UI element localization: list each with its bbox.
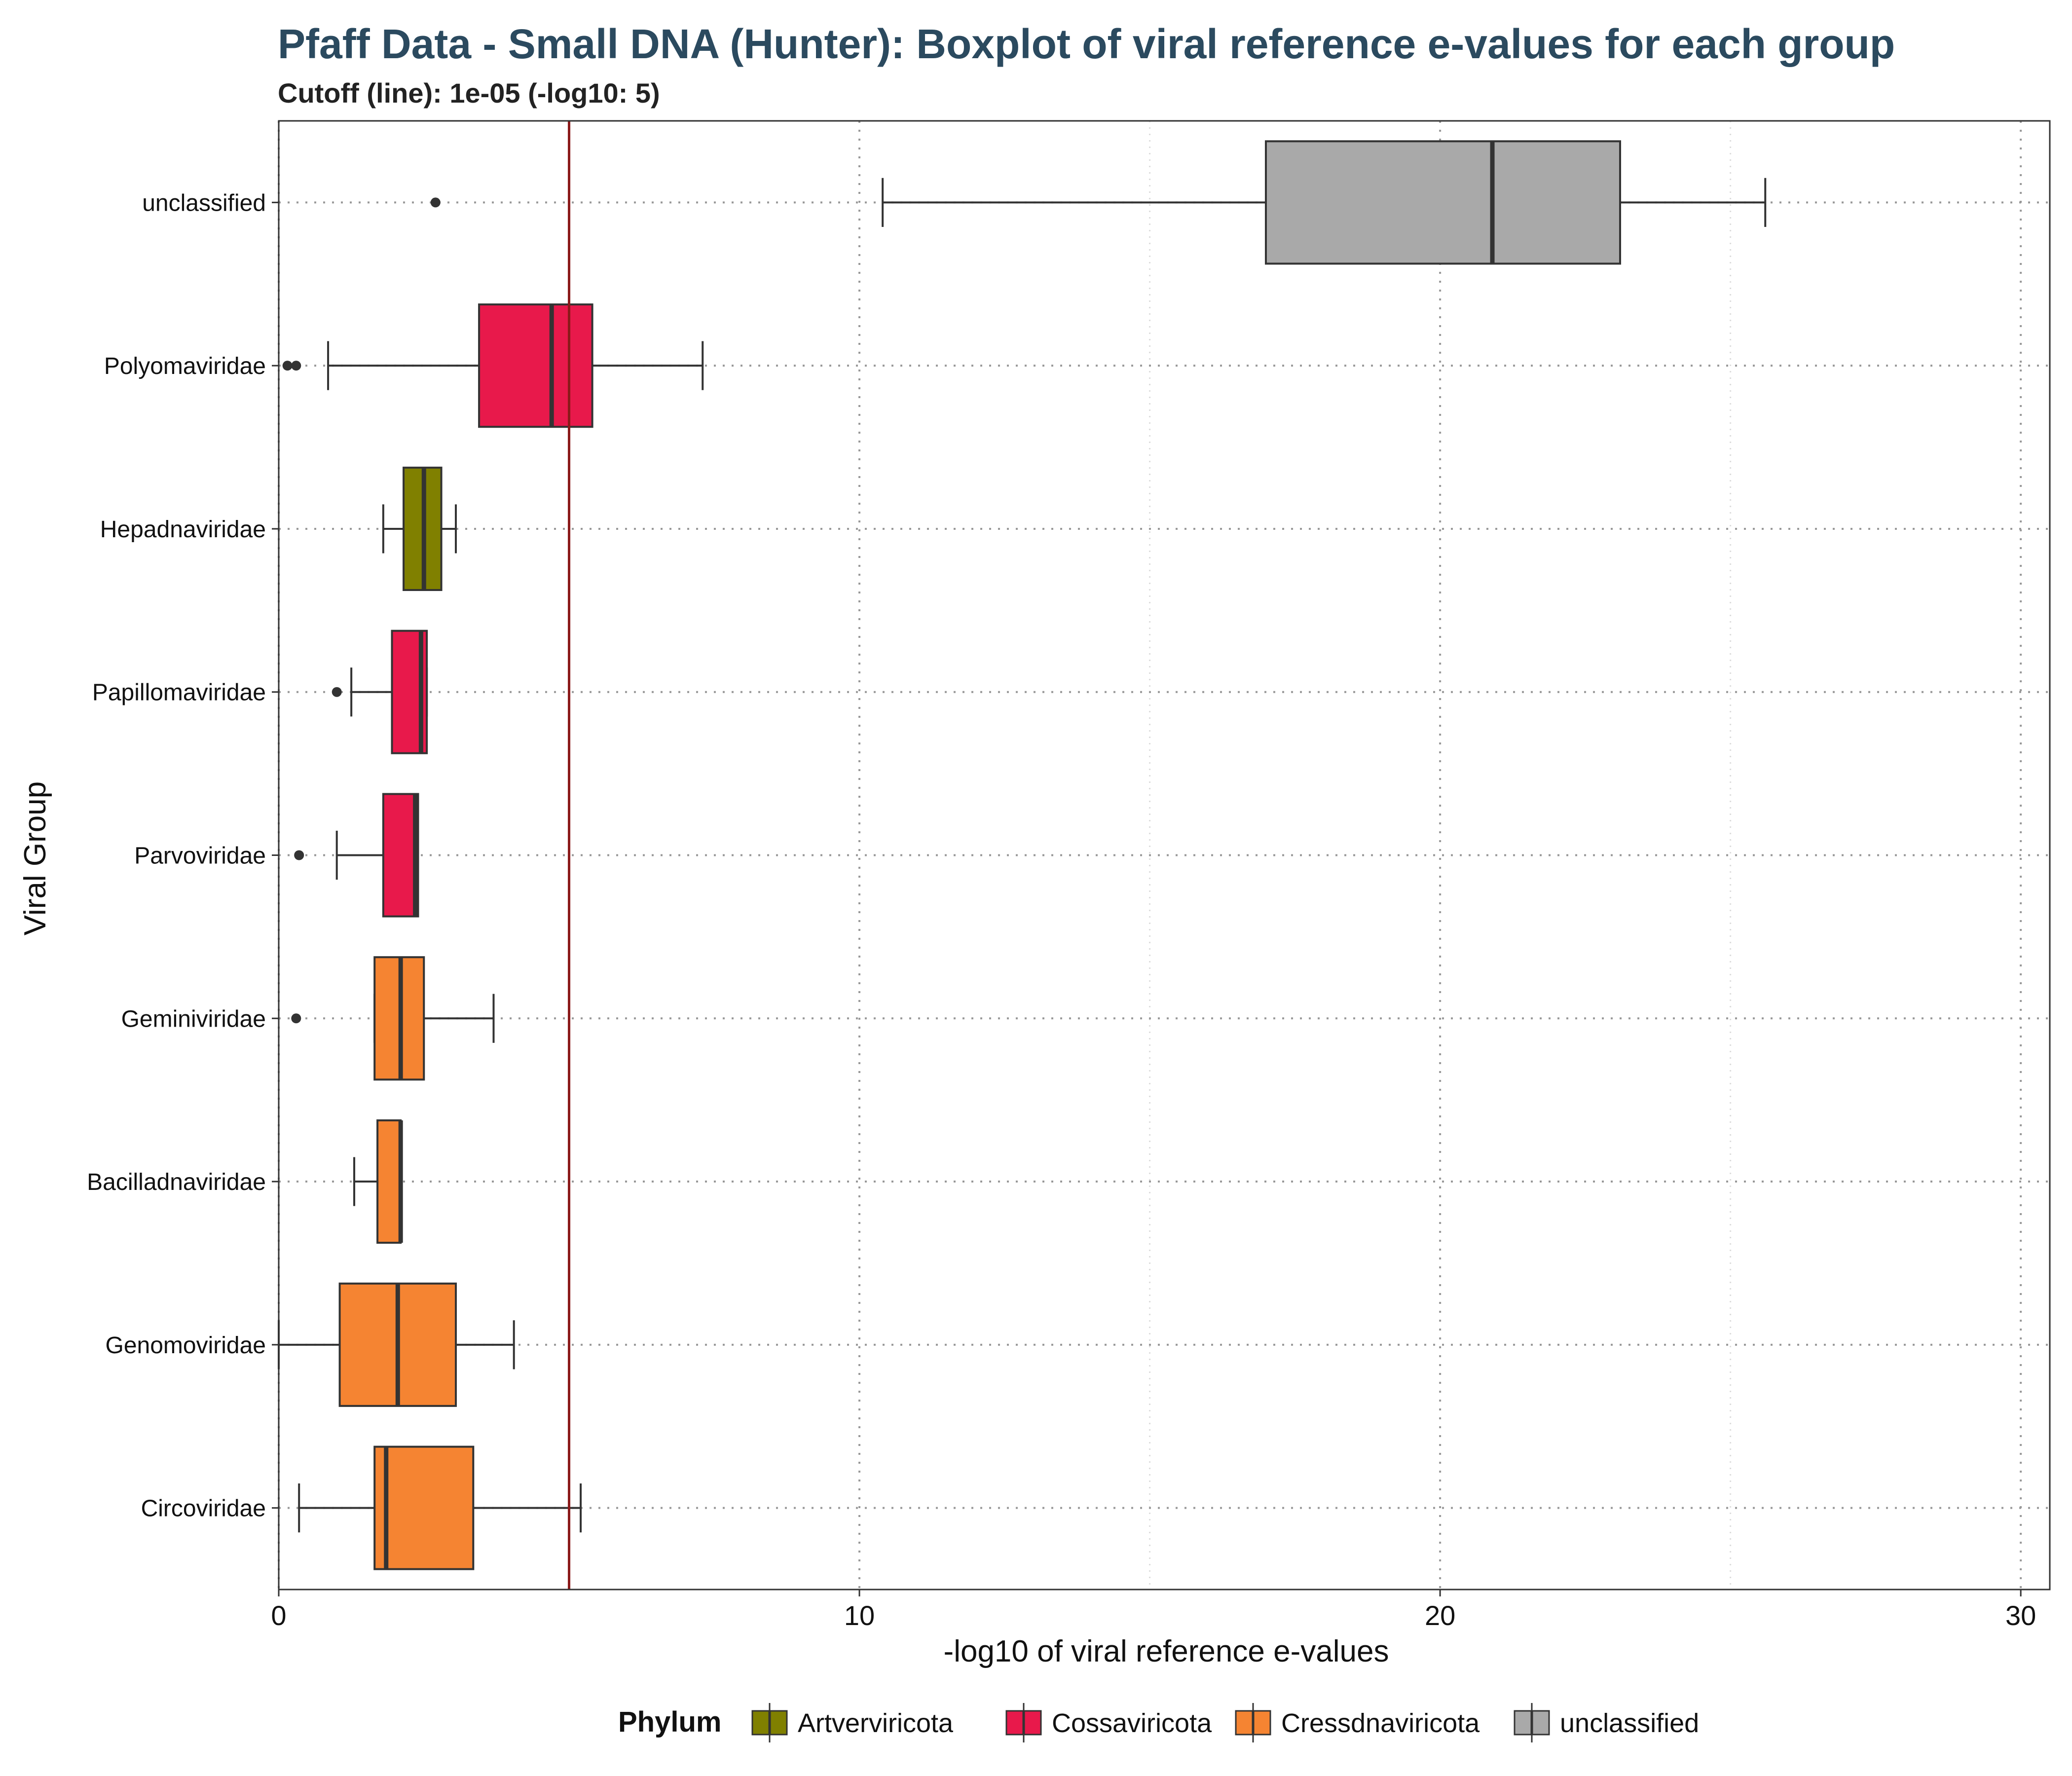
legend-item: Artverviricota xyxy=(751,1703,954,1742)
box-iqr xyxy=(478,303,593,428)
box-genomoviridae xyxy=(278,1282,515,1407)
legend: Phylum Artverviricota Cossaviricota Cressd… xyxy=(618,1703,1699,1742)
outlier-point xyxy=(282,361,293,371)
outlier-point xyxy=(291,361,301,371)
chart-title: Pfaff Data - Small DNA (Hunter): Boxplot… xyxy=(278,21,1895,67)
legend-label: Artverviricota xyxy=(798,1708,954,1738)
legend-label: Cossaviricota xyxy=(1052,1708,1212,1738)
box-circoviridae xyxy=(298,1445,582,1570)
box-bacilladnaviridae xyxy=(353,1119,403,1244)
x-tick-label: 10 xyxy=(844,1600,875,1631)
outlier-point xyxy=(291,1013,301,1024)
x-tick-labels: 0 10 20 30 xyxy=(271,1590,2036,1631)
box-papillomaviridae xyxy=(332,629,428,754)
y-tick-label: Genomoviridae xyxy=(106,1332,266,1359)
outlier-point xyxy=(430,197,441,208)
legend-label: unclassified xyxy=(1560,1708,1699,1738)
legend-item: Cossaviricota xyxy=(1005,1703,1212,1742)
box-layer xyxy=(278,140,1767,1570)
chart-subtitle: Cutoff (line): 1e-05 (-log10: 5) xyxy=(278,77,660,109)
y-tick-label: Geminiviridae xyxy=(121,1006,266,1032)
legend-item: Cressdnaviricota xyxy=(1235,1703,1480,1742)
x-tick-label: 20 xyxy=(1425,1600,1455,1631)
y-axis-title: Viral Group xyxy=(18,781,52,935)
y-tick-label: Hepadnaviridae xyxy=(100,517,266,543)
y-tick-label: Parvoviridae xyxy=(134,843,266,869)
box-polyomaviridae xyxy=(282,303,704,428)
y-tick-label: unclassified xyxy=(142,190,266,216)
legend-items: Artverviricota Cossaviricota Cressdnaviric… xyxy=(751,1703,1699,1742)
outlier-point xyxy=(332,687,342,697)
y-tick-label: Papillomaviridae xyxy=(92,680,266,706)
legend-title: Phylum xyxy=(618,1706,722,1738)
outlier-point xyxy=(294,850,304,860)
y-tick-label: Bacilladnaviridae xyxy=(87,1169,266,1195)
box-iqr xyxy=(376,1119,402,1244)
legend-item: unclassified xyxy=(1514,1703,1699,1742)
box-iqr xyxy=(1264,140,1621,265)
box-geminiviridae xyxy=(291,956,495,1081)
box-unclassified xyxy=(430,140,1767,265)
y-tick-label: Polyomaviridae xyxy=(104,353,266,379)
x-tick-label: 0 xyxy=(271,1600,286,1631)
x-tick-label: 30 xyxy=(2005,1600,2036,1631)
y-tick-labels: unclassified Polyomaviridae Hepadnaviridae… xyxy=(87,190,279,1522)
x-axis-title: -log10 of viral reference e-values xyxy=(944,1634,1389,1668)
legend-label: Cressdnaviricota xyxy=(1281,1708,1480,1738)
box-parvoviridae xyxy=(294,793,419,918)
box-iqr xyxy=(373,1445,475,1570)
y-tick-label: Circoviridae xyxy=(141,1496,266,1522)
box-hepadnaviridae xyxy=(382,466,457,591)
box-iqr xyxy=(382,793,419,918)
